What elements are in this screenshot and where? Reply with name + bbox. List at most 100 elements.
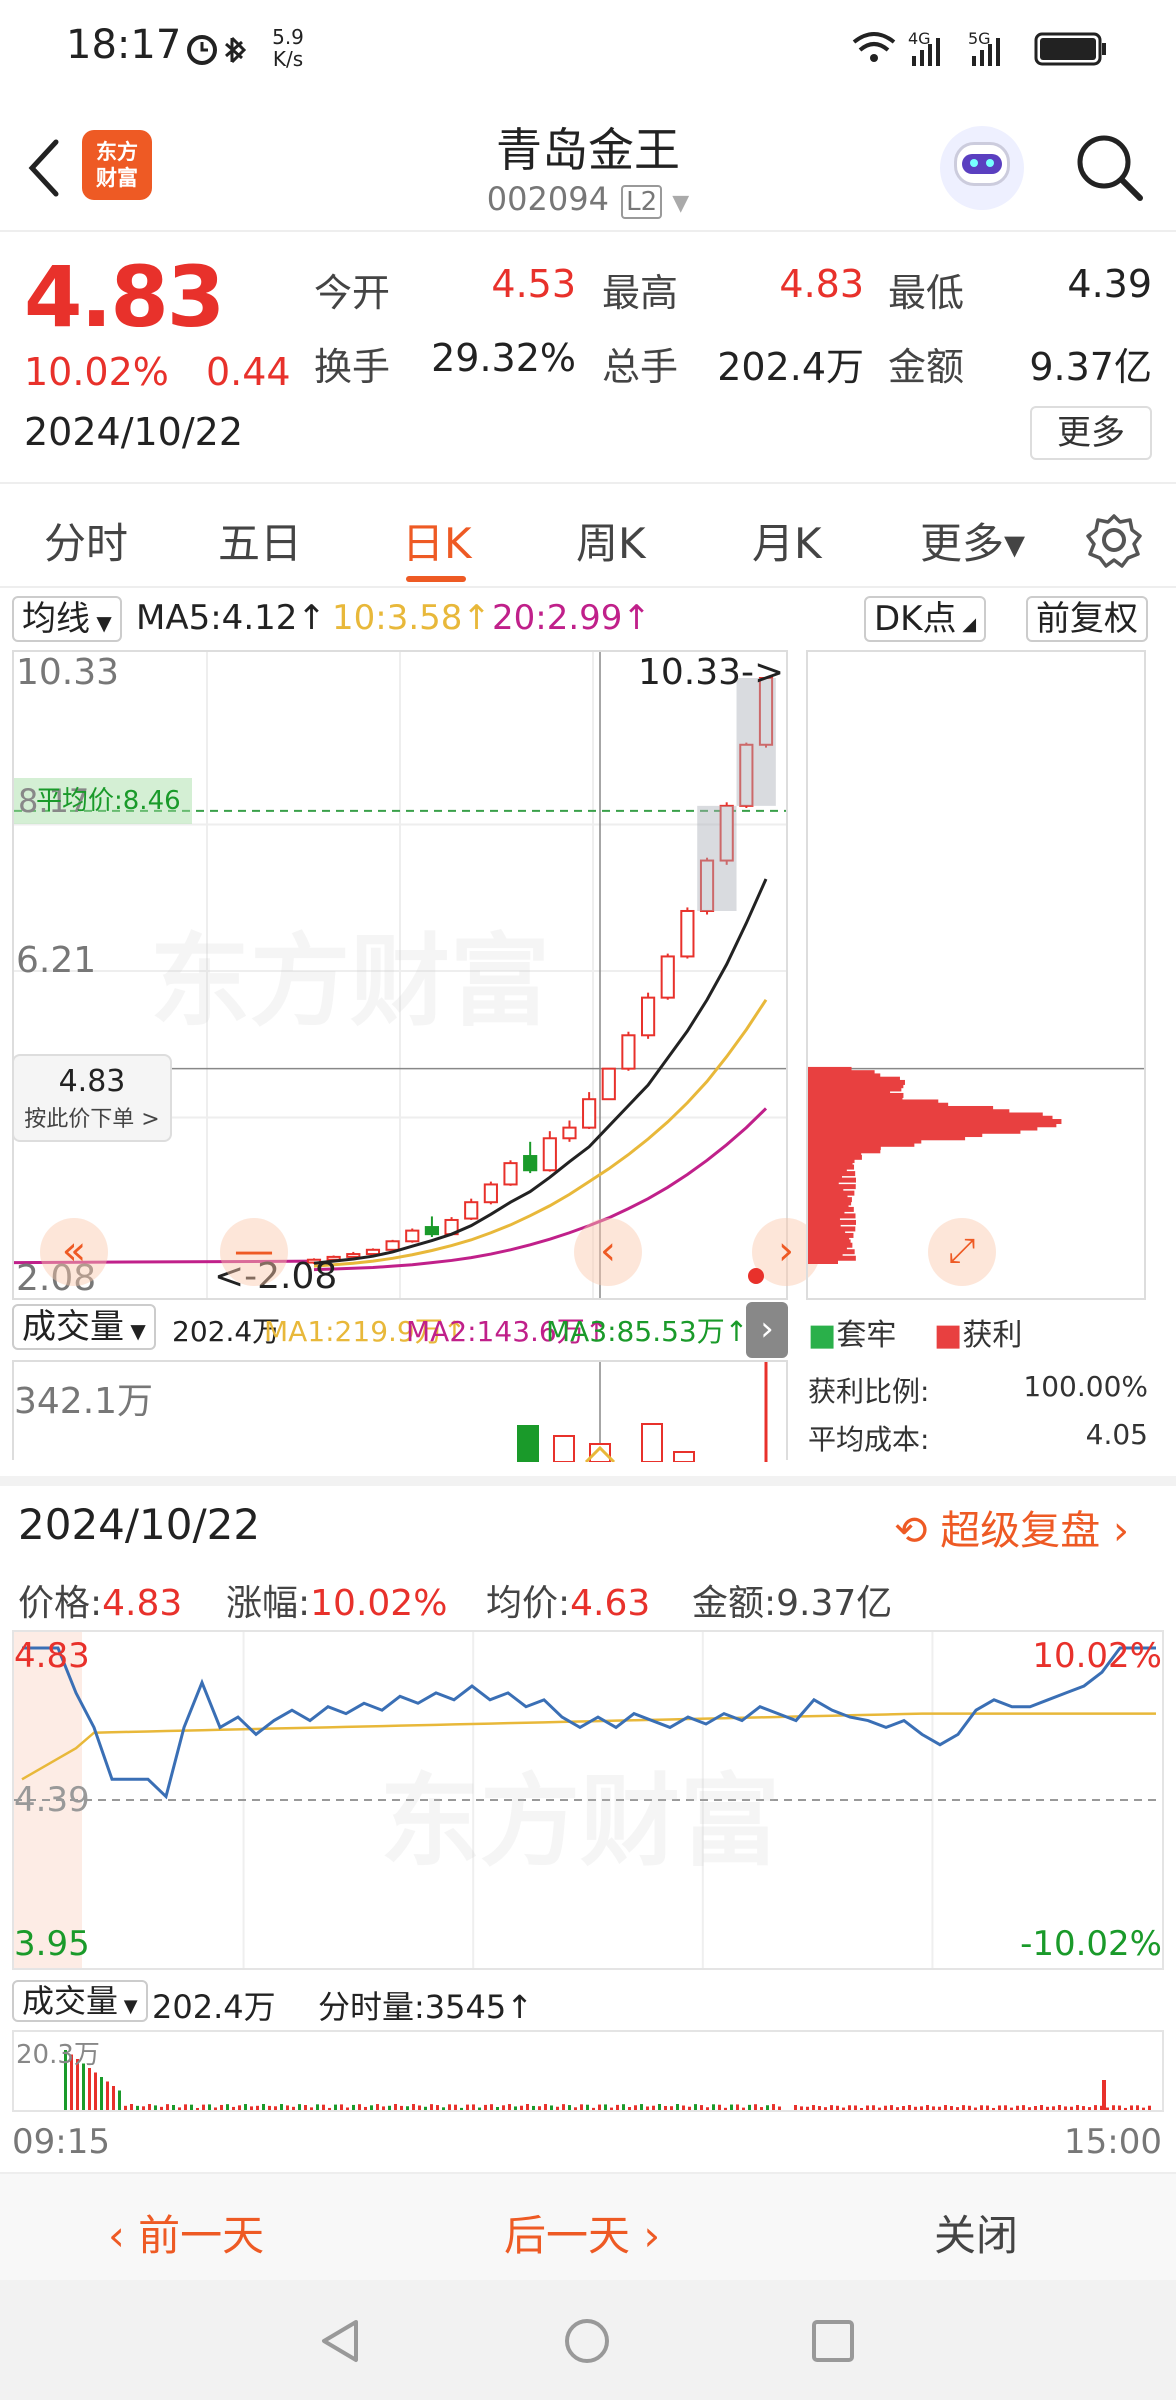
chip-bar	[808, 1164, 855, 1170]
volume-label: 总手	[602, 345, 679, 389]
intraday-volume-bar	[298, 2104, 301, 2110]
level-badge: L2	[621, 185, 663, 219]
adjust-mode-button[interactable]: 前复权	[1026, 596, 1148, 642]
prev-day-button[interactable]: ‹ 前一天	[108, 2211, 265, 2260]
nav-back-icon[interactable]	[316, 2316, 366, 2366]
chip-bar	[808, 1086, 902, 1092]
intraday-volume-bar	[532, 2105, 535, 2110]
chip-distribution-chart	[806, 650, 1146, 1300]
intraday-chart[interactable]	[12, 1630, 1164, 1970]
tab-weekly-k[interactable]: 周K	[576, 519, 646, 568]
stock-code-row[interactable]: 002094 L2 ▼	[0, 180, 1176, 219]
app-logo: 东方 财富	[82, 130, 152, 200]
intraday-volume-bar	[622, 2104, 625, 2110]
kline-candle-body	[660, 955, 675, 999]
more-quote-button[interactable]: 更多	[1030, 406, 1152, 460]
chip-bar	[808, 1128, 1021, 1134]
kline-chart[interactable]	[12, 650, 788, 1300]
chip-distribution-svg	[808, 1066, 1144, 1264]
intraday-volume-bar	[112, 2086, 115, 2110]
avg-cost-text-label: 平均成本:	[808, 1423, 930, 1456]
intraday-volume-bar	[358, 2104, 361, 2110]
super-replay-button[interactable]: ⟲ 超级复盘 ›	[894, 1508, 1129, 1554]
kline-candle-body	[621, 1034, 636, 1070]
back-icon[interactable]	[24, 138, 64, 198]
intraday-volume-bar	[1016, 2105, 1019, 2110]
avg-cost-value: 4.05	[1085, 1418, 1148, 1451]
expand-icon[interactable]: ⤢	[928, 1218, 996, 1286]
ma20-value: 20:2.99↑	[492, 598, 651, 638]
low-value: 4.39	[1067, 262, 1152, 306]
intraday-volume-bar	[628, 2107, 631, 2110]
intraday-volume-bar	[514, 2106, 517, 2110]
assistant-avatar[interactable]	[940, 126, 1024, 210]
dk-point-button[interactable]: DK点 ◢	[864, 596, 987, 642]
intraday-volume-bar	[824, 2107, 827, 2110]
chip-bar	[808, 1115, 1053, 1121]
intraday-y-top: 4.83	[14, 1636, 90, 1676]
next-day-button[interactable]: 后一天 ›	[504, 2211, 661, 2260]
indicator-select[interactable]: 均线 ▼	[12, 596, 122, 642]
kline-limit-up-zone	[736, 678, 776, 806]
kline-candle-body	[680, 909, 695, 958]
intraday-volume-bar	[382, 2106, 385, 2110]
search-icon[interactable]	[1074, 132, 1146, 204]
intraday-volume-bar	[304, 2105, 307, 2110]
intraday-volume-bar	[712, 2104, 715, 2110]
intraday-volume-bar	[1046, 2106, 1049, 2110]
chip-bar	[808, 1079, 905, 1085]
chip-bar	[808, 1154, 862, 1160]
intraday-volume-bar	[508, 2104, 511, 2110]
tab-daily-k[interactable]: 日K	[402, 519, 472, 568]
intraday-volume-bar	[154, 2105, 157, 2110]
intraday-volume-bar	[730, 2104, 733, 2110]
chip-bar	[808, 1174, 842, 1180]
intraday-volume-bar	[574, 2107, 577, 2110]
amount-label: 金额	[888, 345, 965, 389]
ma5-line	[313, 878, 768, 1265]
prev-candle-icon[interactable]: ‹	[574, 1218, 642, 1286]
expand-panel-icon[interactable]: ›	[746, 1302, 788, 1358]
network-speed: 5.9 K/s	[272, 25, 304, 71]
intraday-volume-bar	[256, 2105, 259, 2110]
tab-monthly-k[interactable]: 月K	[752, 519, 822, 568]
intraday-volume-select[interactable]: 成交量 ▼	[12, 1980, 148, 2022]
volume-indicator-select[interactable]: 成交量 ▼	[12, 1304, 156, 1350]
kline-y-top: 10.33	[16, 652, 120, 693]
intraday-volume-bar	[496, 2106, 499, 2110]
intraday-volume-bar	[748, 2104, 751, 2110]
nav-recents-icon[interactable]	[808, 2316, 858, 2366]
intraday-volume-bar	[202, 2104, 205, 2110]
chip-bar	[808, 1141, 915, 1147]
tab-intraday[interactable]: 分时	[44, 519, 129, 568]
intraday-volume-bar	[676, 2104, 679, 2110]
high-label: 最高	[602, 271, 679, 315]
intraday-volume-bar	[818, 2106, 821, 2110]
tab-more[interactable]: 更多▾	[920, 519, 1026, 568]
intraday-volume-bar	[106, 2081, 109, 2110]
intraday-volume-bar	[1118, 2105, 1121, 2110]
gear-icon[interactable]	[1086, 512, 1142, 568]
intraday-volume-bar	[598, 2104, 601, 2110]
intraday-volume-bar	[754, 2104, 757, 2110]
intraday-volume-bar	[130, 2104, 133, 2110]
zoom-out-icon[interactable]: —	[220, 1218, 288, 1286]
nav-home-icon[interactable]	[562, 2316, 612, 2366]
chip-bar	[808, 1213, 856, 1219]
watermark: 东方财富	[150, 923, 550, 1040]
close-button[interactable]: 关闭	[934, 2211, 1019, 2260]
intraday-volume-bar	[1082, 2106, 1085, 2110]
intraday-volume-bar	[550, 2105, 553, 2110]
kline-candle-body	[483, 1183, 498, 1204]
intraday-volume-bar	[932, 2106, 935, 2110]
change-amount: 0.44	[206, 350, 291, 394]
intraday-volume-bar	[460, 2107, 463, 2110]
scroll-left-icon[interactable]: «	[40, 1218, 108, 1286]
kline-candle-body	[542, 1137, 557, 1172]
order-at-price-button[interactable]: 4.83 按此价下单 >	[12, 1054, 172, 1142]
tab-five-day[interactable]: 五日	[218, 519, 303, 568]
chip-bar	[808, 1193, 848, 1199]
chip-bar	[808, 1177, 856, 1183]
intraday-volume-bar	[250, 2106, 253, 2110]
intraday-volume-bar	[920, 2106, 923, 2110]
